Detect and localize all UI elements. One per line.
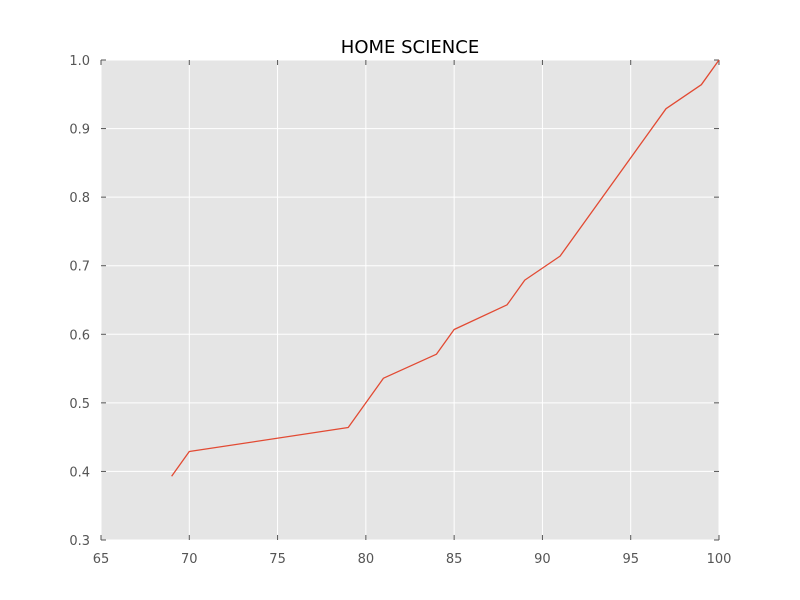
x-tick-label: 85 (446, 552, 463, 567)
x-tick-label: 100 (707, 552, 732, 567)
y-tick-label: 1.0 (69, 54, 90, 69)
chart-title: HOME SCIENCE (341, 37, 479, 58)
y-tick-label: 0.3 (69, 534, 90, 549)
x-tick-label: 80 (358, 552, 375, 567)
y-tick-label: 0.8 (69, 191, 90, 206)
x-tick-label: 90 (534, 552, 551, 567)
axis-ticks: 65 70 75 80 85 90 95 100 0.3 0.4 0.5 0.6 0.7 0.8 0.9 1.… (69, 54, 731, 567)
x-tick-label: 65 (93, 552, 110, 567)
y-tick-label: 0.9 (69, 123, 90, 138)
x-tick-label: 75 (269, 552, 286, 567)
y-tick-label: 0.7 (69, 260, 90, 275)
series-group (171, 59, 720, 477)
x-tick-label: 70 (181, 552, 198, 567)
grid-lines (100, 59, 720, 541)
y-tick-label: 0.6 (69, 328, 90, 343)
y-tick-label: 0.4 (69, 465, 90, 480)
y-tick-label: 0.5 (69, 397, 90, 412)
x-tick-label: 95 (622, 552, 639, 567)
series-line (171, 59, 720, 477)
plot-area (101, 60, 719, 540)
